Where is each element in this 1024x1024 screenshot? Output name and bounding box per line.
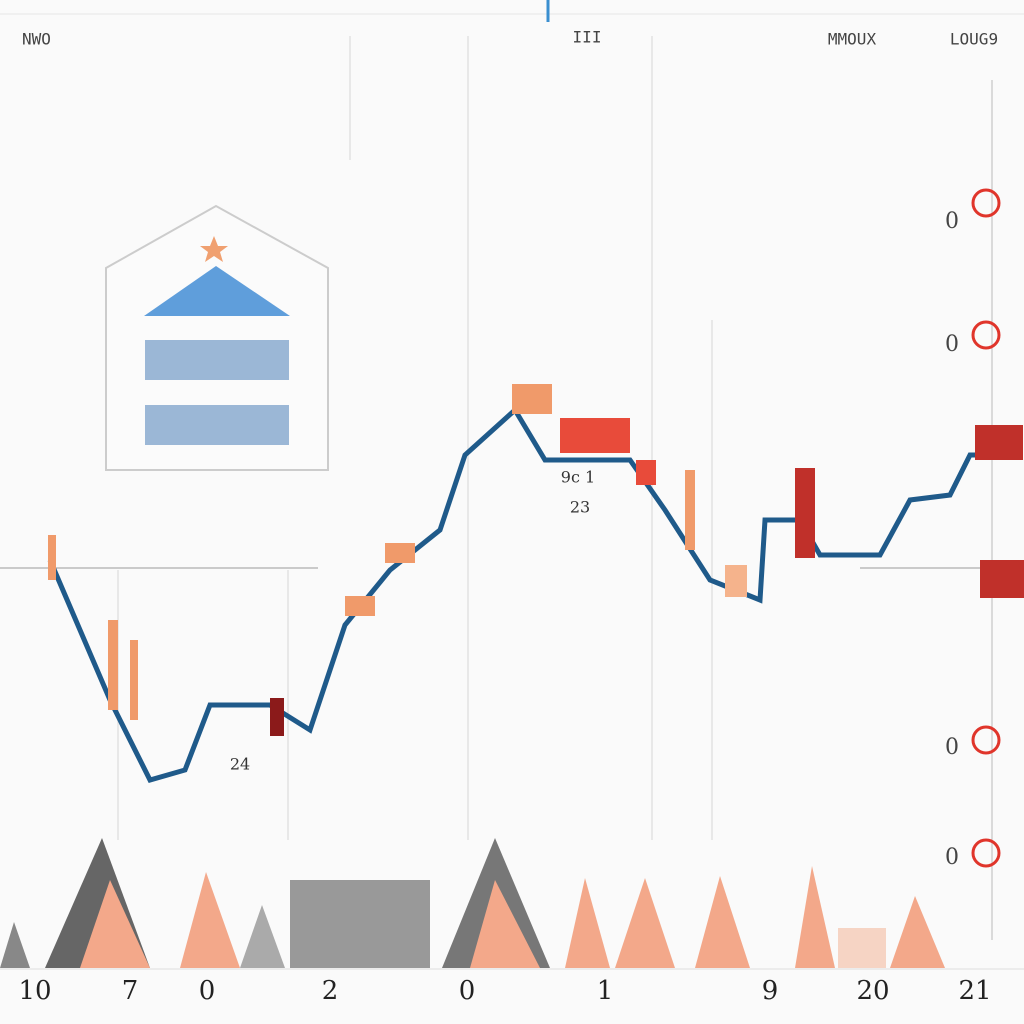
peak: [470, 880, 540, 968]
bar: [725, 565, 747, 597]
bar: [48, 535, 56, 580]
x-label: 0: [199, 976, 216, 1006]
marker-circle: [971, 320, 1001, 350]
peak: [615, 878, 675, 968]
marker-circle: [971, 838, 1001, 868]
bar: [685, 470, 695, 550]
bar: [385, 543, 415, 563]
bar-icon: [145, 340, 289, 380]
x-label: 21: [958, 976, 991, 1006]
roof-icon: [144, 266, 290, 316]
bar: [636, 460, 656, 485]
bar: [345, 596, 375, 616]
peak: [565, 878, 610, 968]
icon-card: [105, 204, 329, 471]
peak: [180, 872, 240, 968]
header-left: NWO: [22, 30, 51, 49]
bar: [560, 418, 630, 453]
card-frame: [105, 204, 329, 471]
step-line: [47, 406, 1000, 783]
mountains: [0, 838, 945, 968]
bar: [130, 640, 138, 720]
marker-circle: [971, 188, 1001, 218]
peak: [80, 880, 150, 968]
axis-marker: 0: [945, 209, 959, 234]
block: [838, 928, 886, 968]
bar: [795, 468, 815, 558]
axis-marker: 0: [945, 845, 959, 870]
annotation: 24: [230, 755, 250, 774]
bar: [980, 560, 1024, 598]
peak: [890, 896, 945, 968]
bar: [270, 698, 284, 736]
bar: [975, 425, 1023, 460]
x-label: 1: [597, 976, 614, 1006]
header-center: III: [573, 28, 602, 47]
x-label: 20: [856, 976, 889, 1006]
x-label: 9: [762, 976, 779, 1006]
x-label: 0: [459, 976, 476, 1006]
peak: [795, 866, 835, 968]
x-labels: 10 7 0 2 0 1 9 20 21: [18, 976, 991, 1006]
axis-marker: 0: [945, 332, 959, 357]
marker-circle: [971, 725, 1001, 755]
peak: [695, 876, 750, 968]
axis-markers: 0 0 0 0: [945, 188, 1001, 870]
annotations: 9c 1 23 24: [230, 468, 595, 774]
header-value: LOUG9: [950, 30, 998, 49]
header: NWO III MMOUX LOUG9: [22, 28, 998, 49]
x-label: 2: [322, 976, 339, 1006]
block: [290, 880, 430, 968]
annotation: 23: [570, 498, 590, 517]
header-label: MMOUX: [828, 30, 877, 49]
axis-marker: 0: [945, 735, 959, 760]
bar: [512, 384, 552, 414]
x-label: 10: [18, 976, 51, 1006]
bars: [48, 384, 1024, 736]
peak: [0, 922, 30, 968]
bar: [108, 620, 118, 710]
star-icon: [200, 236, 228, 262]
peak: [240, 905, 285, 968]
bar-icon: [145, 405, 289, 445]
annotation: 9c 1: [561, 468, 595, 487]
x-label: 7: [122, 976, 139, 1006]
